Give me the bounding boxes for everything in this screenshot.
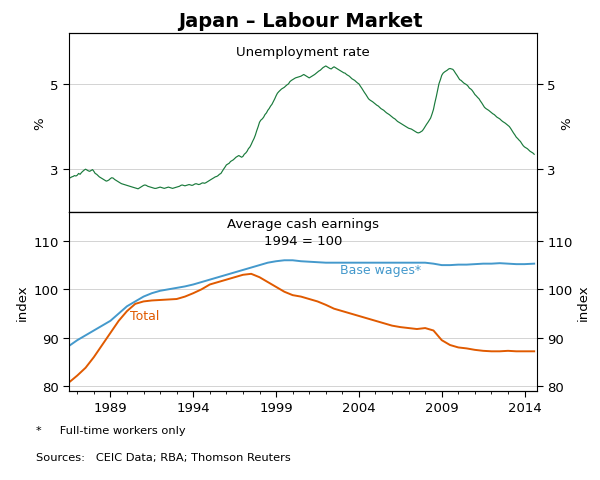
Text: Sources:   CEIC Data; RBA; Thomson Reuters: Sources: CEIC Data; RBA; Thomson Reuters — [36, 452, 291, 462]
Y-axis label: %: % — [560, 117, 573, 129]
Y-axis label: index: index — [577, 284, 590, 320]
Y-axis label: index: index — [16, 284, 29, 320]
Text: Total: Total — [130, 310, 159, 323]
Text: Average cash earnings
1994 = 100: Average cash earnings 1994 = 100 — [227, 218, 379, 248]
Y-axis label: %: % — [33, 117, 46, 129]
Text: Unemployment rate: Unemployment rate — [236, 46, 370, 59]
Text: Japan – Labour Market: Japan – Labour Market — [178, 12, 422, 31]
Text: *     Full-time workers only: * Full-time workers only — [36, 425, 185, 435]
Text: Base wages*: Base wages* — [340, 263, 422, 276]
